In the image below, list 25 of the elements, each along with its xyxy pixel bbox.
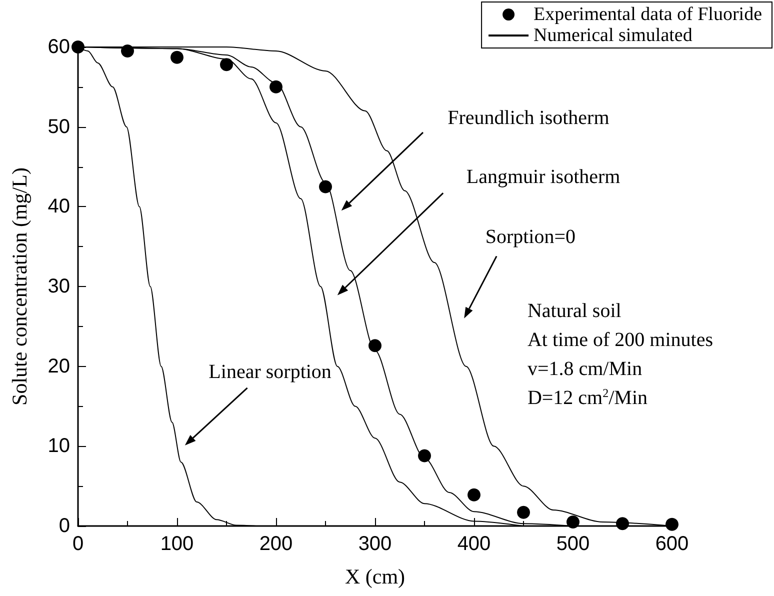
annotation: Linear sorption [208, 360, 332, 383]
x-tick-label: 0 [72, 533, 84, 555]
x-axis-title: X (cm) [344, 564, 406, 588]
y-tick-label: 20 [48, 355, 70, 378]
x-tick-label: 100 [160, 533, 194, 555]
y-tick-label: 0 [58, 515, 70, 537]
annotation: Sorption=0 [485, 226, 576, 248]
y-tick-label: 10 [48, 435, 70, 458]
y-axis-title: Solute concentration (mg/L) [8, 168, 32, 406]
y-tick-label: 60 [48, 36, 70, 58]
legend-label: Numerical simulated [534, 25, 693, 46]
annotation: v=1.8 cm/Min [527, 358, 642, 380]
x-tick-label: 400 [457, 533, 491, 555]
y-tick-label: 40 [48, 196, 70, 218]
x-tick-label: 500 [556, 533, 590, 555]
annotation: Langmuir isotherm [466, 166, 621, 188]
legend-label: Experimental data of Fluoride [534, 4, 762, 25]
annotation: Natural soil [527, 300, 622, 322]
x-tick-label: 600 [655, 533, 689, 555]
annotation: At time of 200 minutes [527, 329, 714, 352]
x-tick-label: 300 [358, 533, 392, 555]
y-tick-label: 50 [48, 116, 70, 138]
y-tick-label: 30 [48, 276, 70, 298]
x-tick-label: 200 [259, 533, 293, 555]
annotation: Freundlich isotherm [448, 107, 610, 130]
